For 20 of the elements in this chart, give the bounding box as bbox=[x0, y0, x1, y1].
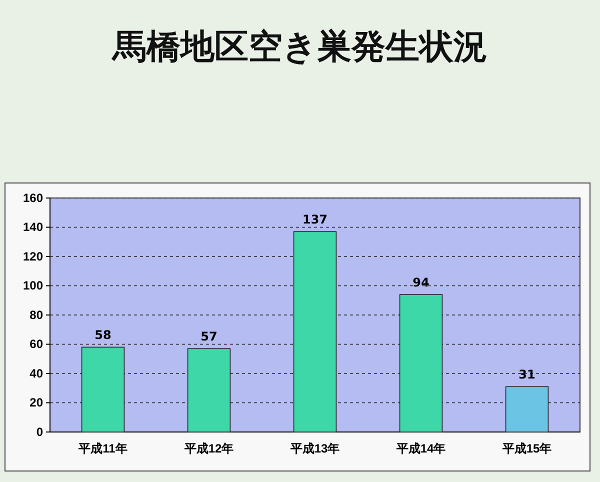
y-tick-label: 120 bbox=[22, 249, 44, 264]
y-tick-label: 140 bbox=[22, 220, 44, 234]
x-tick-label: 平成12年 bbox=[183, 442, 234, 456]
y-tick-label: 20 bbox=[30, 396, 44, 410]
chart-title: 馬橋地区空き巣発生状況 bbox=[110, 27, 488, 67]
x-tick-label: 平成14年 bbox=[395, 442, 446, 456]
y-tick-label: 0 bbox=[36, 424, 44, 439]
x-tick-label: 平成11年 bbox=[78, 442, 128, 456]
y-tick-label: 100 bbox=[22, 278, 44, 293]
y-tick-label: 40 bbox=[30, 366, 44, 380]
data-label: 58 bbox=[94, 328, 112, 342]
data-label: 94 bbox=[412, 276, 430, 290]
data-label: 57 bbox=[200, 330, 218, 344]
data-label: 31 bbox=[518, 368, 536, 382]
x-tick-label: 平成15年 bbox=[501, 442, 552, 456]
data-label: 137 bbox=[302, 212, 328, 227]
x-tick-label: 平成13年 bbox=[289, 442, 340, 456]
y-tick-label: 60 bbox=[30, 337, 44, 352]
y-tick-label: 160 bbox=[22, 190, 44, 205]
y-tick-label: 80 bbox=[30, 308, 44, 322]
